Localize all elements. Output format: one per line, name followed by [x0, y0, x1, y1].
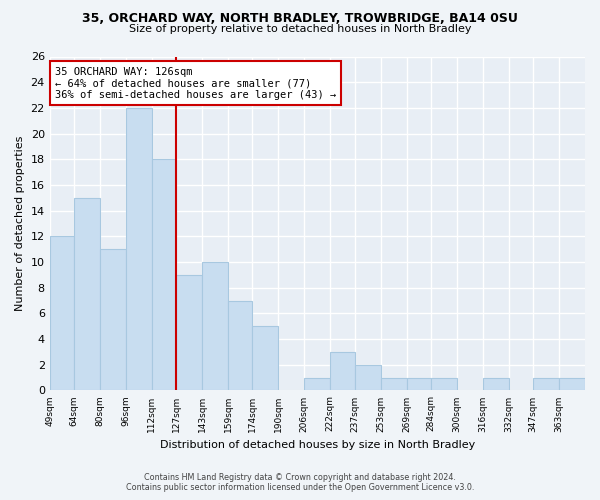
- Bar: [533, 378, 559, 390]
- Text: Contains HM Land Registry data © Crown copyright and database right 2024.
Contai: Contains HM Land Registry data © Crown c…: [126, 473, 474, 492]
- Bar: [202, 262, 228, 390]
- Bar: [50, 236, 74, 390]
- Y-axis label: Number of detached properties: Number of detached properties: [15, 136, 25, 311]
- Bar: [431, 378, 457, 390]
- Text: 35, ORCHARD WAY, NORTH BRADLEY, TROWBRIDGE, BA14 0SU: 35, ORCHARD WAY, NORTH BRADLEY, TROWBRID…: [82, 12, 518, 26]
- Bar: [152, 159, 176, 390]
- Text: 35 ORCHARD WAY: 126sqm
← 64% of detached houses are smaller (77)
36% of semi-det: 35 ORCHARD WAY: 126sqm ← 64% of detached…: [55, 66, 336, 100]
- Bar: [331, 352, 355, 391]
- Bar: [253, 326, 278, 390]
- Bar: [304, 378, 331, 390]
- Bar: [380, 378, 407, 390]
- Bar: [100, 249, 126, 390]
- Bar: [176, 275, 202, 390]
- Bar: [355, 364, 380, 390]
- Bar: [126, 108, 152, 391]
- X-axis label: Distribution of detached houses by size in North Bradley: Distribution of detached houses by size …: [160, 440, 475, 450]
- Bar: [483, 378, 509, 390]
- Bar: [407, 378, 431, 390]
- Bar: [228, 300, 253, 390]
- Bar: [74, 198, 100, 390]
- Text: Size of property relative to detached houses in North Bradley: Size of property relative to detached ho…: [129, 24, 471, 34]
- Bar: [559, 378, 585, 390]
